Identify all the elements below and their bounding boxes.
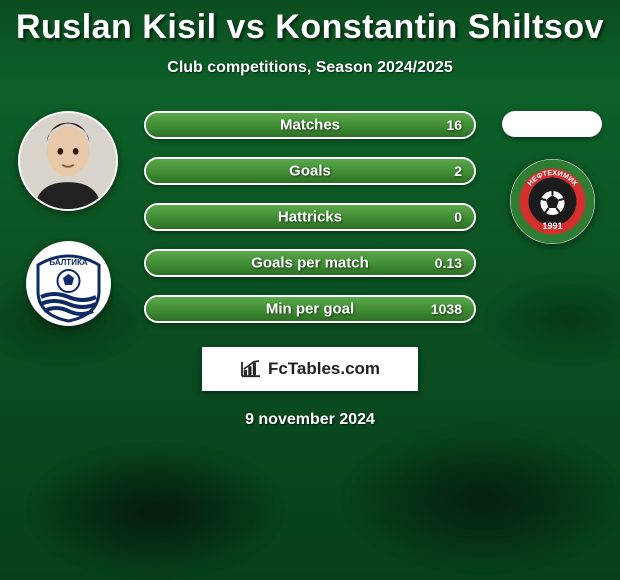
chart-icon (240, 360, 262, 378)
stat-bar-min-per-goal: Min per goal 1038 (144, 295, 476, 323)
page-title: Ruslan Kisil vs Konstantin Shiltsov (0, 0, 620, 47)
left-club-logo: БАЛТИКА (26, 241, 111, 326)
brand-box[interactable]: FcTables.com (202, 347, 418, 391)
left-column: БАЛТИКА (8, 111, 128, 326)
stat-right-value: 2 (454, 163, 462, 179)
subtitle: Club competitions, Season 2024/2025 (0, 59, 620, 77)
stat-bar-hattricks: Hattricks 0 (144, 203, 476, 231)
comparison-row: БАЛТИКА Matches 16 (0, 111, 620, 341)
stat-label: Hattricks (278, 209, 342, 226)
stat-right-value: 1038 (431, 301, 462, 317)
stat-label: Goals per match (251, 255, 369, 272)
stat-bar-goals: Goals 2 (144, 157, 476, 185)
player-photo (18, 111, 118, 211)
right-column: НЕФТЕХИМИК 1991 (492, 111, 612, 244)
stat-label: Goals (289, 163, 331, 180)
right-club-logo: НЕФТЕХИМИК 1991 (510, 159, 595, 244)
baltika-logo-icon: БАЛТИКА (26, 241, 111, 326)
footer-date: 9 november 2024 (0, 411, 620, 429)
brand-text: FcTables.com (268, 359, 380, 379)
stat-right-value: 0 (454, 209, 462, 225)
stat-bar-matches: Matches 16 (144, 111, 476, 139)
neftekhimik-logo-icon: НЕФТЕХИМИК 1991 (510, 159, 595, 244)
player-photo-icon (20, 113, 116, 209)
svg-text:БАЛТИКА: БАЛТИКА (49, 258, 87, 267)
stat-label: Matches (280, 117, 340, 134)
stats-column: Matches 16 Goals 2 Hattricks 0 Goals per… (128, 111, 492, 341)
blank-pill-icon (502, 111, 602, 137)
stat-label: Min per goal (266, 301, 354, 318)
stat-right-value: 16 (446, 117, 462, 133)
stat-right-value: 0.13 (435, 255, 462, 271)
stat-bar-goals-per-match: Goals per match 0.13 (144, 249, 476, 277)
svg-text:1991: 1991 (542, 221, 562, 231)
